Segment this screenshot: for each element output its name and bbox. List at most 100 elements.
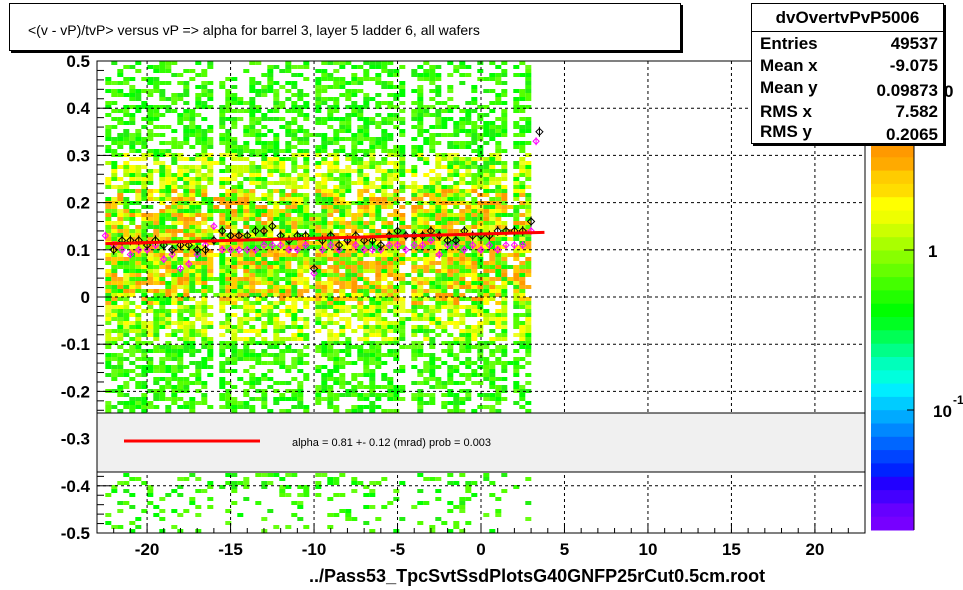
stats-value: -9.075 [889,56,938,75]
heatmap-cell [453,309,460,313]
heatmap-cell [465,213,472,217]
heatmap-cell [297,309,304,313]
heatmap-cell [519,73,526,77]
heatmap-cell [471,265,478,269]
heatmap-cell [369,349,376,353]
heatmap-cell [345,185,352,189]
heatmap-cell [441,249,448,253]
heatmap-cell [261,73,268,77]
heatmap-cell [183,113,190,117]
heatmap-cell [411,265,418,269]
heatmap-cell [441,193,448,197]
heatmap-cell [291,325,298,329]
heatmap-cell [423,189,430,193]
heatmap-cell [411,137,418,141]
heatmap-cell [477,149,484,153]
heatmap-cell [249,233,256,237]
heatmap-cell [243,177,250,181]
heatmap-cell [201,81,208,85]
heatmap-cell [165,289,172,293]
heatmap-cell [387,377,394,381]
heatmap-cell [465,305,472,309]
heatmap-cell [339,213,346,217]
heatmap-cell [189,185,196,189]
color-scale-exponent: -1 [953,393,963,407]
heatmap-cell [489,361,496,365]
heatmap-cell [315,369,322,373]
heatmap-cell [129,89,136,93]
profile-magenta-point [218,246,226,254]
heatmap-cell [339,229,346,233]
heatmap-cell [225,325,232,329]
heatmap-cell [519,261,526,265]
heatmap-cell [399,117,406,121]
heatmap-cell [519,173,526,177]
heatmap-cell [333,257,340,261]
heatmap-cell [381,269,388,273]
heatmap-cell [417,409,424,413]
heatmap-cell [513,297,520,301]
heatmap-cell [195,125,202,129]
heatmap-cell [465,325,472,329]
heatmap-cell [435,497,442,501]
heatmap-cell [303,137,310,141]
heatmap-cell [489,73,496,77]
heatmap-cell [339,285,346,289]
heatmap-cell [159,65,166,69]
heatmap-cell [303,257,310,261]
heatmap-cell [375,269,382,273]
heatmap-cell [171,365,178,369]
heatmap-cell [501,333,508,337]
heatmap-cell [231,273,238,277]
heatmap-cell [111,117,118,121]
heatmap-cell [453,277,460,281]
heatmap-cell [321,225,328,229]
heatmap-cell [159,325,166,329]
heatmap-cell [381,133,388,137]
heatmap-cell [471,297,478,301]
heatmap-cell [459,269,466,273]
heatmap-cell [471,493,478,497]
heatmap-cell [327,85,334,89]
heatmap-cell [471,85,478,89]
heatmap-cell [147,277,154,281]
heatmap-cell [201,129,208,133]
heatmap-cell [279,69,286,73]
heatmap-cell [417,369,424,373]
heatmap-cell [249,173,256,177]
heatmap-cell [381,117,388,121]
heatmap-cell [381,505,388,509]
heatmap-cell [369,289,376,293]
heatmap-cell [333,369,340,373]
heatmap-cell [165,205,172,209]
profile-black-point [376,240,386,250]
heatmap-cell [111,369,118,373]
heatmap-cell [417,269,424,273]
heatmap-cell [183,345,190,349]
heatmap-cell [255,265,262,269]
heatmap-cell [183,117,190,121]
heatmap-cell [393,93,400,97]
heatmap-cell [357,337,364,341]
heatmap-cell [135,225,142,229]
heatmap-cell [111,137,118,141]
heatmap-cell [105,373,112,377]
heatmap-cell [243,205,250,209]
heatmap-cell [453,393,460,397]
heatmap-cell [489,257,496,261]
heatmap-cell [249,105,256,109]
heatmap-cell [453,141,460,145]
heatmap-cell [183,309,190,313]
heatmap-cell [105,101,112,105]
heatmap-cell [105,205,112,209]
heatmap-cell [219,293,226,297]
stats-divider [752,31,943,32]
heatmap-cell [147,65,154,69]
heatmap-cell [447,161,454,165]
heatmap-cell [291,81,298,85]
heatmap-cell [333,269,340,273]
heatmap-cell [477,365,484,369]
heatmap-cell [345,513,352,517]
heatmap-cell [201,233,208,237]
heatmap-cell [249,261,256,265]
